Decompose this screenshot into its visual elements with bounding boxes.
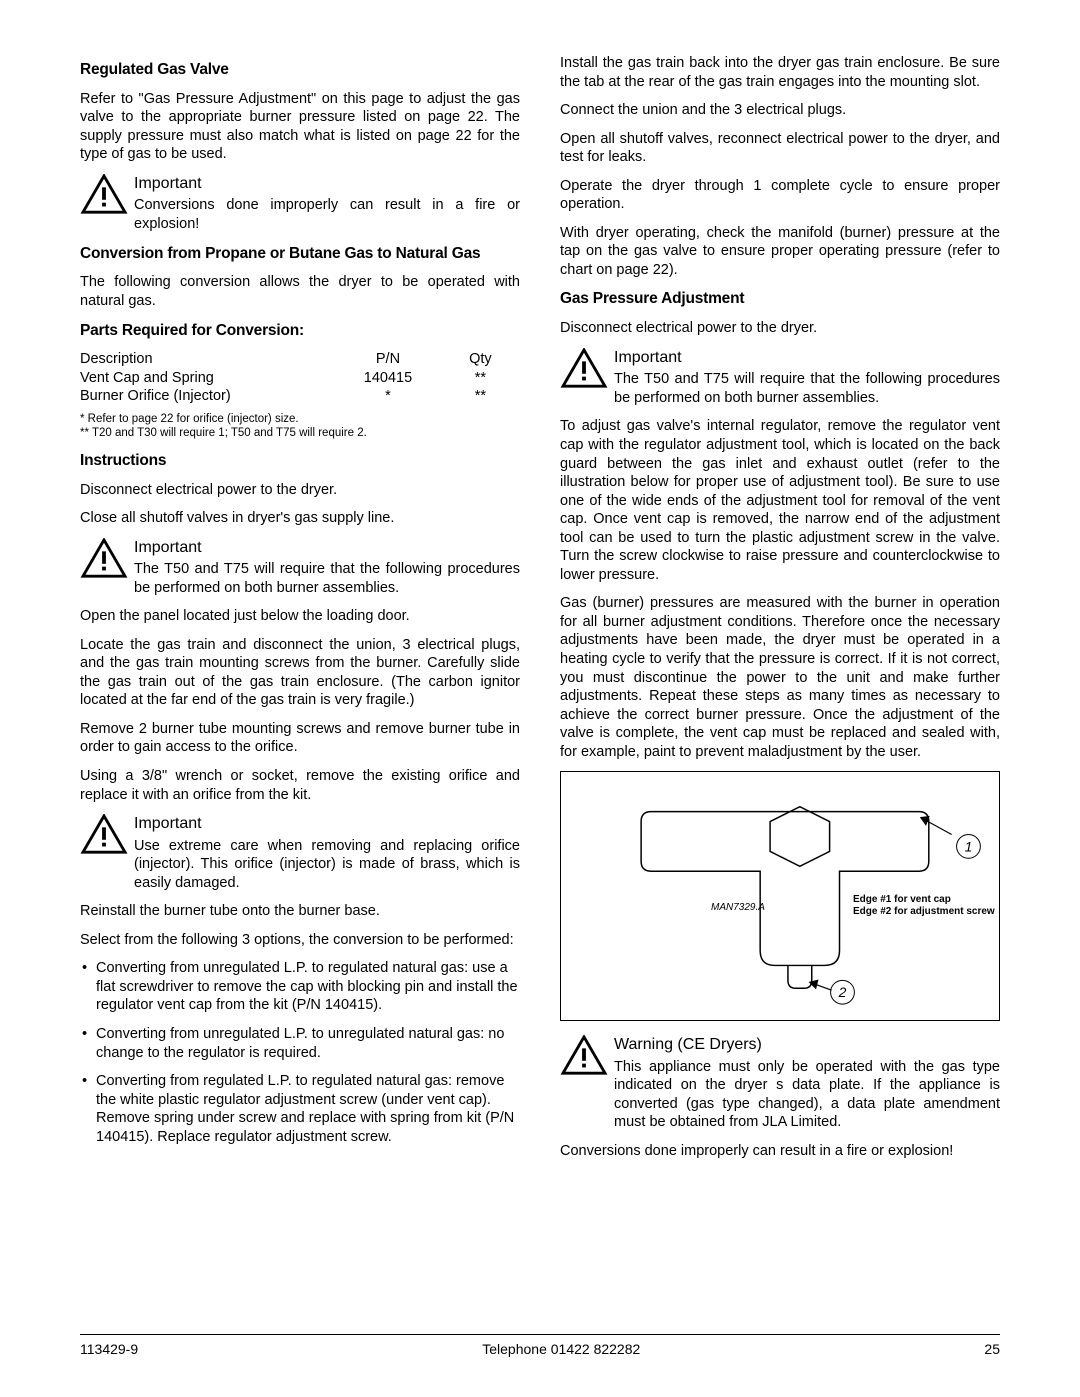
page-footer: 113429-9 Telephone 01422 822282 25	[80, 1334, 1000, 1357]
paragraph: Disconnect electrical power to the dryer…	[80, 481, 520, 500]
th-pn: P/N	[335, 350, 441, 369]
heading-instructions: Instructions	[80, 451, 520, 471]
footnote: * Refer to page 22 for orifice (injector…	[80, 412, 520, 441]
paragraph: Reinstall the burner tube onto the burne…	[80, 902, 520, 921]
td: **	[441, 369, 520, 388]
td: Burner Orifice (Injector)	[80, 387, 335, 406]
important-label: Important	[134, 174, 520, 194]
paragraph: Open the panel located just below the lo…	[80, 607, 520, 626]
list-item: Converting from unregulated L.P. to regu…	[80, 959, 520, 1015]
important-body: The T50 and T75 will require that the fo…	[614, 370, 1000, 407]
adjustment-tool-diagram: 1 2 MAN7329.A Edge #1 for vent cap Edge …	[560, 771, 1000, 1021]
paragraph: Operate the dryer through 1 complete cyc…	[560, 177, 1000, 214]
important-label: Important	[614, 348, 1000, 368]
paragraph: Select from the following 3 options, the…	[80, 931, 520, 950]
paragraph: Close all shutoff valves in dryer's gas …	[80, 509, 520, 528]
diagram-note-2: Edge #2 for adjustment screw	[853, 906, 995, 918]
warning-icon	[560, 1035, 608, 1077]
warning-body: This appliance must only be operated wit…	[614, 1058, 1000, 1132]
important-label: Important	[134, 814, 520, 834]
list-item: Converting from regulated L.P. to regula…	[80, 1072, 520, 1146]
paragraph: Gas (burner) pressures are measured with…	[560, 594, 1000, 761]
important-body: Conversions done improperly can result i…	[134, 196, 520, 233]
footer-phone: Telephone 01422 822282	[482, 1341, 640, 1357]
heading-gas-pressure: Gas Pressure Adjustment	[560, 289, 1000, 309]
paragraph: The following conversion allows the drye…	[80, 273, 520, 310]
footer-doc-id: 113429-9	[80, 1341, 138, 1357]
important-body: The T50 and T75 will require that the fo…	[134, 560, 520, 597]
paragraph: To adjust gas valve's internal regulator…	[560, 417, 1000, 584]
td: **	[441, 387, 520, 406]
td: Vent Cap and Spring	[80, 369, 335, 388]
paragraph: With dryer operating, check the manifold…	[560, 224, 1000, 280]
footer-page-number: 25	[984, 1341, 1000, 1357]
left-column: Regulated Gas Valve Refer to "Gas Pressu…	[80, 54, 520, 1170]
important-block: Important Use extreme care when removing…	[80, 814, 520, 892]
warning-icon	[80, 814, 128, 856]
options-list: Converting from unregulated L.P. to regu…	[80, 959, 520, 1146]
paragraph: Disconnect electrical power to the dryer…	[560, 319, 1000, 338]
important-block: Important Conversions done improperly ca…	[80, 174, 520, 234]
paragraph: Conversions done improperly can result i…	[560, 1142, 1000, 1161]
paragraph: Install the gas train back into the drye…	[560, 54, 1000, 91]
heading-parts-required: Parts Required for Conversion:	[80, 321, 520, 341]
td: *	[335, 387, 441, 406]
paragraph: Open all shutoff valves, reconnect elect…	[560, 130, 1000, 167]
th-description: Description	[80, 350, 335, 369]
callout-2-number: 2	[838, 984, 847, 1000]
important-block: Important The T50 and T75 will require t…	[560, 348, 1000, 408]
important-label: Important	[134, 538, 520, 558]
diagram-note-1: Edge #1 for vent cap	[853, 894, 951, 906]
paragraph: Using a 3/8" wrench or socket, remove th…	[80, 767, 520, 804]
right-column: Install the gas train back into the drye…	[560, 54, 1000, 1170]
diagram-ref: MAN7329.A	[711, 902, 765, 914]
heading-conversion: Conversion from Propane or Butane Gas to…	[80, 244, 520, 264]
paragraph: Locate the gas train and disconnect the …	[80, 636, 520, 710]
warning-icon	[80, 174, 128, 216]
heading-regulated-gas-valve: Regulated Gas Valve	[80, 60, 520, 80]
td: 140415	[335, 369, 441, 388]
callout-1-number: 1	[965, 839, 973, 855]
important-block: Important The T50 and T75 will require t…	[80, 538, 520, 598]
parts-table: Description P/N Qty Vent Cap and Spring …	[80, 350, 520, 406]
warning-block: Warning (CE Dryers) This appliance must …	[560, 1035, 1000, 1132]
th-qty: Qty	[441, 350, 520, 369]
warning-icon	[560, 348, 608, 390]
warning-label: Warning (CE Dryers)	[614, 1035, 1000, 1055]
paragraph: Connect the union and the 3 electrical p…	[560, 101, 1000, 120]
list-item: Converting from unregulated L.P. to unre…	[80, 1025, 520, 1062]
paragraph: Refer to "Gas Pressure Adjustment" on th…	[80, 90, 520, 164]
warning-icon	[80, 538, 128, 580]
important-body: Use extreme care when removing and repla…	[134, 837, 520, 893]
paragraph: Remove 2 burner tube mounting screws and…	[80, 720, 520, 757]
